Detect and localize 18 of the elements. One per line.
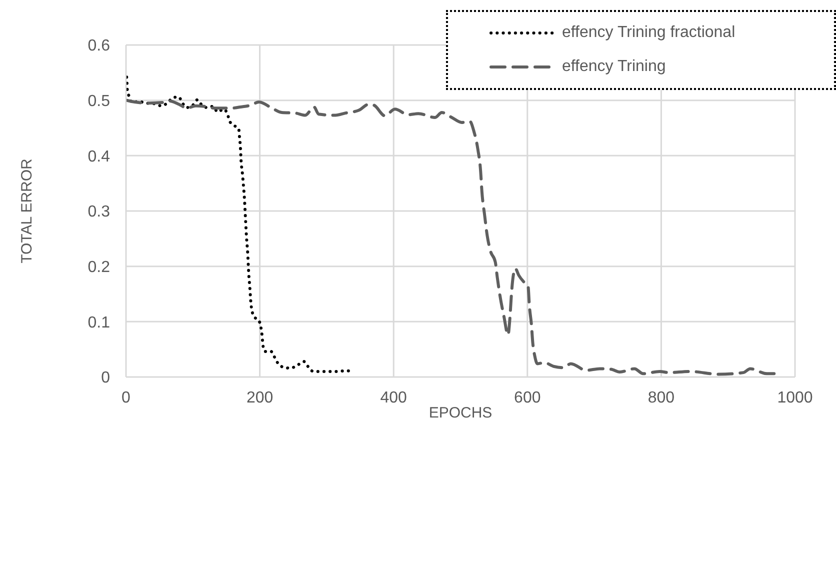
y-tick-label: 0.1 [88, 314, 110, 332]
y-tick-label: 0.5 [88, 93, 110, 110]
y-tick-label: 0.3 [88, 204, 110, 221]
x-tick-label: 0 [122, 389, 131, 406]
legend-label: effency Trining fractional [562, 24, 736, 42]
x-tick-label: 800 [648, 389, 675, 406]
y-tick-label: 0 [101, 370, 110, 387]
legend-label: effency Trining [562, 58, 666, 76]
line-series [126, 98, 778, 376]
x-tick-label: 1000 [777, 389, 813, 406]
x-tick-label: 400 [380, 389, 408, 406]
y-tick-label: 0.2 [88, 259, 110, 276]
x-axis-title: EPOCHS [428, 404, 492, 422]
x-tick-label: 600 [514, 389, 541, 406]
y-tick-label: 0.4 [88, 148, 110, 166]
x-tick-label: 200 [246, 389, 274, 406]
y-tick-label: 0.6 [88, 38, 110, 55]
y-axis-title: TOTAL ERROR [18, 158, 36, 264]
